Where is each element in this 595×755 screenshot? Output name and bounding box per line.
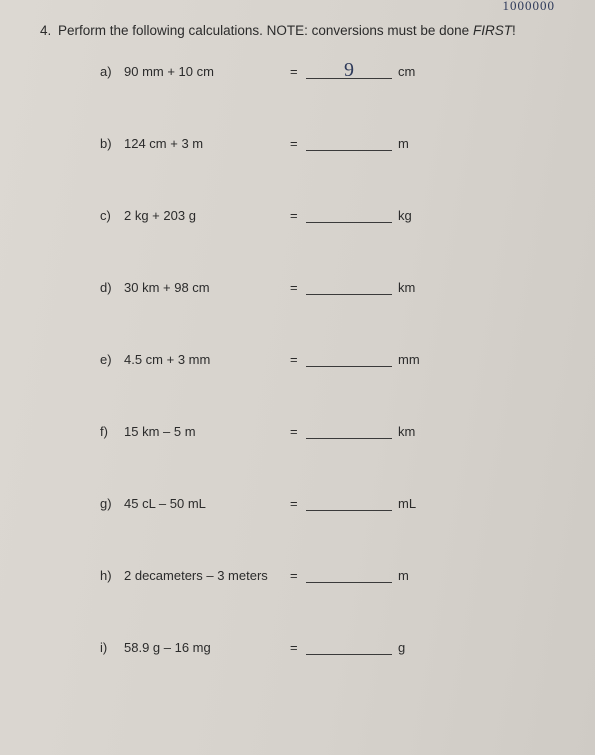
item-unit: m — [392, 136, 409, 151]
answer-blank[interactable] — [306, 133, 392, 151]
instruction-text-prefix: Perform the following calculations. NOTE… — [58, 23, 473, 38]
item-letter: h) — [100, 568, 124, 583]
question-number: 4. — [40, 22, 58, 41]
blank-underline — [306, 510, 392, 511]
item-unit: km — [392, 280, 415, 295]
answer-blank[interactable] — [306, 205, 392, 223]
item-unit: km — [392, 424, 415, 439]
equals-sign: = — [290, 424, 306, 439]
items-container: a) 90 mm + 10 cm = 9 cm b) 124 cm + 3 m … — [40, 61, 565, 655]
item-letter: f) — [100, 424, 124, 439]
equals-sign: = — [290, 568, 306, 583]
item-unit: mL — [392, 496, 416, 511]
blank-underline — [306, 654, 392, 655]
item-letter: i) — [100, 640, 124, 655]
list-item: d) 30 km + 98 cm = km — [100, 277, 565, 295]
blank-underline — [306, 222, 392, 223]
list-item: c) 2 kg + 203 g = kg — [100, 205, 565, 223]
answer-blank[interactable] — [306, 277, 392, 295]
blank-underline — [306, 294, 392, 295]
item-expression: 58.9 g – 16 mg — [124, 640, 290, 655]
item-expression: 90 mm + 10 cm — [124, 64, 290, 79]
item-letter: e) — [100, 352, 124, 367]
answer-blank[interactable]: 9 — [306, 61, 392, 79]
blank-underline — [306, 366, 392, 367]
list-item: h) 2 decameters – 3 meters = m — [100, 565, 565, 583]
item-letter: a) — [100, 64, 124, 79]
item-unit: mm — [392, 352, 420, 367]
equals-sign: = — [290, 640, 306, 655]
equals-sign: = — [290, 496, 306, 511]
handwritten-scribble: 1000000 — [503, 0, 556, 14]
blank-underline — [306, 582, 392, 583]
item-unit: cm — [392, 64, 415, 79]
list-item: g) 45 cL – 50 mL = mL — [100, 493, 565, 511]
equals-sign: = — [290, 136, 306, 151]
answer-blank[interactable] — [306, 493, 392, 511]
list-item: e) 4.5 cm + 3 mm = mm — [100, 349, 565, 367]
equals-sign: = — [290, 64, 306, 79]
item-expression: 4.5 cm + 3 mm — [124, 352, 290, 367]
list-item: a) 90 mm + 10 cm = 9 cm — [100, 61, 565, 79]
answer-blank[interactable] — [306, 421, 392, 439]
blank-underline — [306, 78, 392, 79]
blank-underline — [306, 438, 392, 439]
item-expression: 30 km + 98 cm — [124, 280, 290, 295]
list-item: i) 58.9 g – 16 mg = g — [100, 637, 565, 655]
instruction-text-suffix: ! — [512, 23, 516, 38]
blank-underline — [306, 150, 392, 151]
item-letter: c) — [100, 208, 124, 223]
item-unit: kg — [392, 208, 412, 223]
instruction-emphasis: FIRST — [473, 23, 512, 38]
item-letter: d) — [100, 280, 124, 295]
item-unit: m — [392, 568, 409, 583]
answer-blank[interactable] — [306, 349, 392, 367]
question-prompt: 4.Perform the following calculations. NO… — [40, 22, 565, 41]
item-expression: 2 decameters – 3 meters — [124, 568, 290, 583]
item-expression: 45 cL – 50 mL — [124, 496, 290, 511]
answer-blank[interactable] — [306, 565, 392, 583]
answer-blank[interactable] — [306, 637, 392, 655]
equals-sign: = — [290, 208, 306, 223]
list-item: f) 15 km – 5 m = km — [100, 421, 565, 439]
item-expression: 2 kg + 203 g — [124, 208, 290, 223]
item-expression: 124 cm + 3 m — [124, 136, 290, 151]
equals-sign: = — [290, 352, 306, 367]
worksheet-page: 1000000 4.Perform the following calculat… — [0, 0, 595, 755]
item-letter: g) — [100, 496, 124, 511]
handwritten-answer: 9 — [306, 60, 392, 80]
list-item: b) 124 cm + 3 m = m — [100, 133, 565, 151]
item-letter: b) — [100, 136, 124, 151]
item-expression: 15 km – 5 m — [124, 424, 290, 439]
item-unit: g — [392, 640, 405, 655]
equals-sign: = — [290, 280, 306, 295]
